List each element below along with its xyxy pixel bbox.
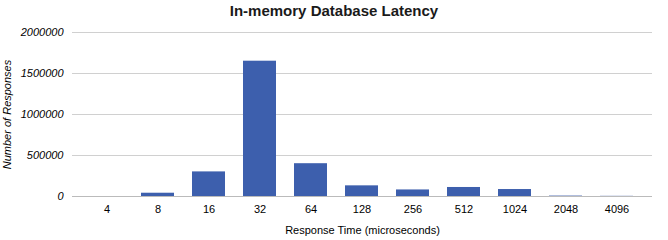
svg-text:1000000: 1000000 xyxy=(21,108,65,120)
html-text:In-memory Database Latency: In-memory Database Latency xyxy=(229,2,439,19)
svg-text:64: 64 xyxy=(305,203,317,215)
svg-text:4: 4 xyxy=(104,203,110,215)
svg-text:16: 16 xyxy=(203,203,215,215)
svg-text:256: 256 xyxy=(404,203,422,215)
svg-text:4096: 4096 xyxy=(605,203,629,215)
svg-text:512: 512 xyxy=(455,203,473,215)
svg-text:Response Time (microseconds): Response Time (microseconds) xyxy=(285,224,440,236)
svg-text:Number of Responses: Number of Responses xyxy=(1,59,13,169)
svg-text:32: 32 xyxy=(254,203,266,215)
svg-text:2000000: 2000000 xyxy=(20,26,65,38)
svg-text:2048: 2048 xyxy=(554,203,578,215)
svg-text:128: 128 xyxy=(353,203,371,215)
svg-text:1500000: 1500000 xyxy=(21,67,65,79)
svg-text:8: 8 xyxy=(155,203,161,215)
svg-text:500000: 500000 xyxy=(27,149,65,161)
svg-text:1024: 1024 xyxy=(503,203,527,215)
svg-text:0: 0 xyxy=(57,190,64,202)
